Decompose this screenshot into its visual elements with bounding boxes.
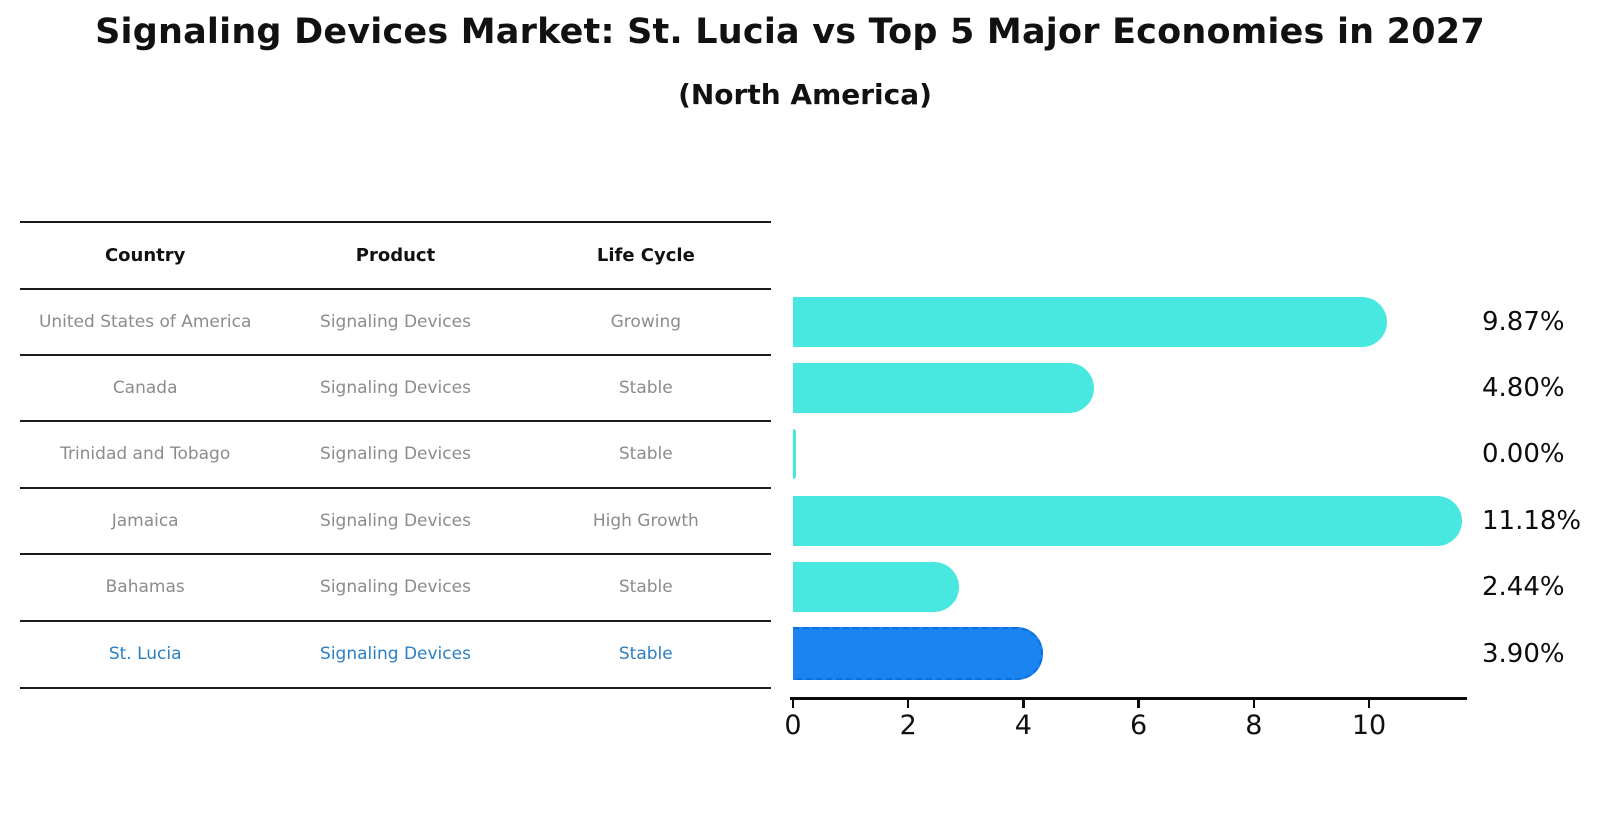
x-axis-tick — [1367, 700, 1371, 708]
country-cell: Jamaica — [111, 511, 179, 531]
bar-trinidad-and-tobago — [793, 429, 796, 479]
life-cycle-cell: Stable — [618, 644, 673, 664]
table-row: Jamaica Signaling Devices High Growth — [20, 488, 771, 554]
life-cycle-cell: Stable — [618, 444, 673, 464]
value-label: 11.18% — [1482, 506, 1582, 536]
bar-bahamas — [793, 562, 959, 612]
life-cycle-cell: Stable — [618, 378, 673, 398]
row-divider — [20, 487, 771, 489]
table-row: Trinidad and Tobago Signaling Devices St… — [20, 421, 771, 487]
value-label: 4.80% — [1482, 373, 1565, 403]
header-cell-country: Country — [104, 245, 186, 266]
bar-canada — [793, 363, 1095, 413]
x-axis-tick — [1137, 700, 1140, 708]
header-cell-life-cycle: Life Cycle — [596, 245, 695, 266]
chart-title: Signaling Devices Market: St. Lucia vs T… — [95, 12, 1485, 52]
product-cell: Signaling Devices — [320, 511, 471, 531]
row-divider — [20, 288, 771, 290]
x-axis-tick — [1252, 700, 1256, 708]
value-label: 9.87% — [1482, 307, 1565, 337]
x-axis-tick — [906, 700, 910, 708]
product-cell: Signaling Devices — [320, 312, 471, 332]
table-row: Bahamas Signaling Devices Stable — [20, 554, 771, 620]
x-tick-label: 0 — [784, 710, 802, 741]
chart-subtitle: (North America) — [678, 78, 932, 111]
x-tick-label: 8 — [1245, 710, 1263, 741]
x-axis-line — [790, 697, 1467, 700]
row-divider — [20, 620, 771, 622]
bar-chart: 0 2 4 6 8 10 — [784, 270, 1493, 750]
product-cell: Signaling Devices — [320, 644, 471, 664]
row-divider — [20, 420, 771, 422]
x-tick-label: 6 — [1130, 710, 1148, 741]
country-cell: Canada — [112, 378, 178, 398]
bar-st-lucia-highlighted — [793, 627, 1043, 680]
country-cell: Bahamas — [105, 577, 185, 597]
x-tick-label: 4 — [1014, 710, 1032, 741]
value-label: 3.90% — [1482, 639, 1565, 669]
x-axis-tick — [1022, 700, 1025, 708]
row-divider — [20, 553, 771, 555]
product-cell: Signaling Devices — [320, 378, 471, 398]
country-cell: Trinidad and Tobago — [60, 444, 231, 464]
product-cell: Signaling Devices — [320, 444, 471, 464]
table-row: United States of America Signaling Devic… — [20, 289, 771, 355]
row-divider — [20, 354, 771, 356]
product-cell: Signaling Devices — [320, 577, 471, 597]
value-label: 0.00% — [1482, 439, 1565, 469]
life-cycle-cell: High Growth — [592, 511, 699, 531]
bar-united-states — [793, 297, 1387, 347]
country-cell: St. Lucia — [108, 644, 182, 664]
x-axis-tick — [791, 700, 795, 708]
table-header-row: Country Product Life Cycle — [20, 222, 771, 289]
table-row: Canada Signaling Devices Stable — [20, 355, 771, 421]
x-tick-label: 2 — [899, 710, 917, 741]
table-border-top — [20, 221, 771, 223]
x-tick-label: 10 — [1351, 710, 1387, 741]
bar-jamaica — [793, 496, 1462, 546]
life-cycle-cell: Stable — [618, 577, 673, 597]
table-border-bottom — [20, 687, 771, 689]
value-label: 2.44% — [1482, 572, 1565, 602]
life-cycle-cell: Growing — [610, 312, 682, 332]
table-row-st-lucia: St. Lucia Signaling Devices Stable — [20, 621, 771, 687]
header-cell-product: Product — [355, 245, 436, 266]
country-cell: United States of America — [38, 312, 252, 332]
